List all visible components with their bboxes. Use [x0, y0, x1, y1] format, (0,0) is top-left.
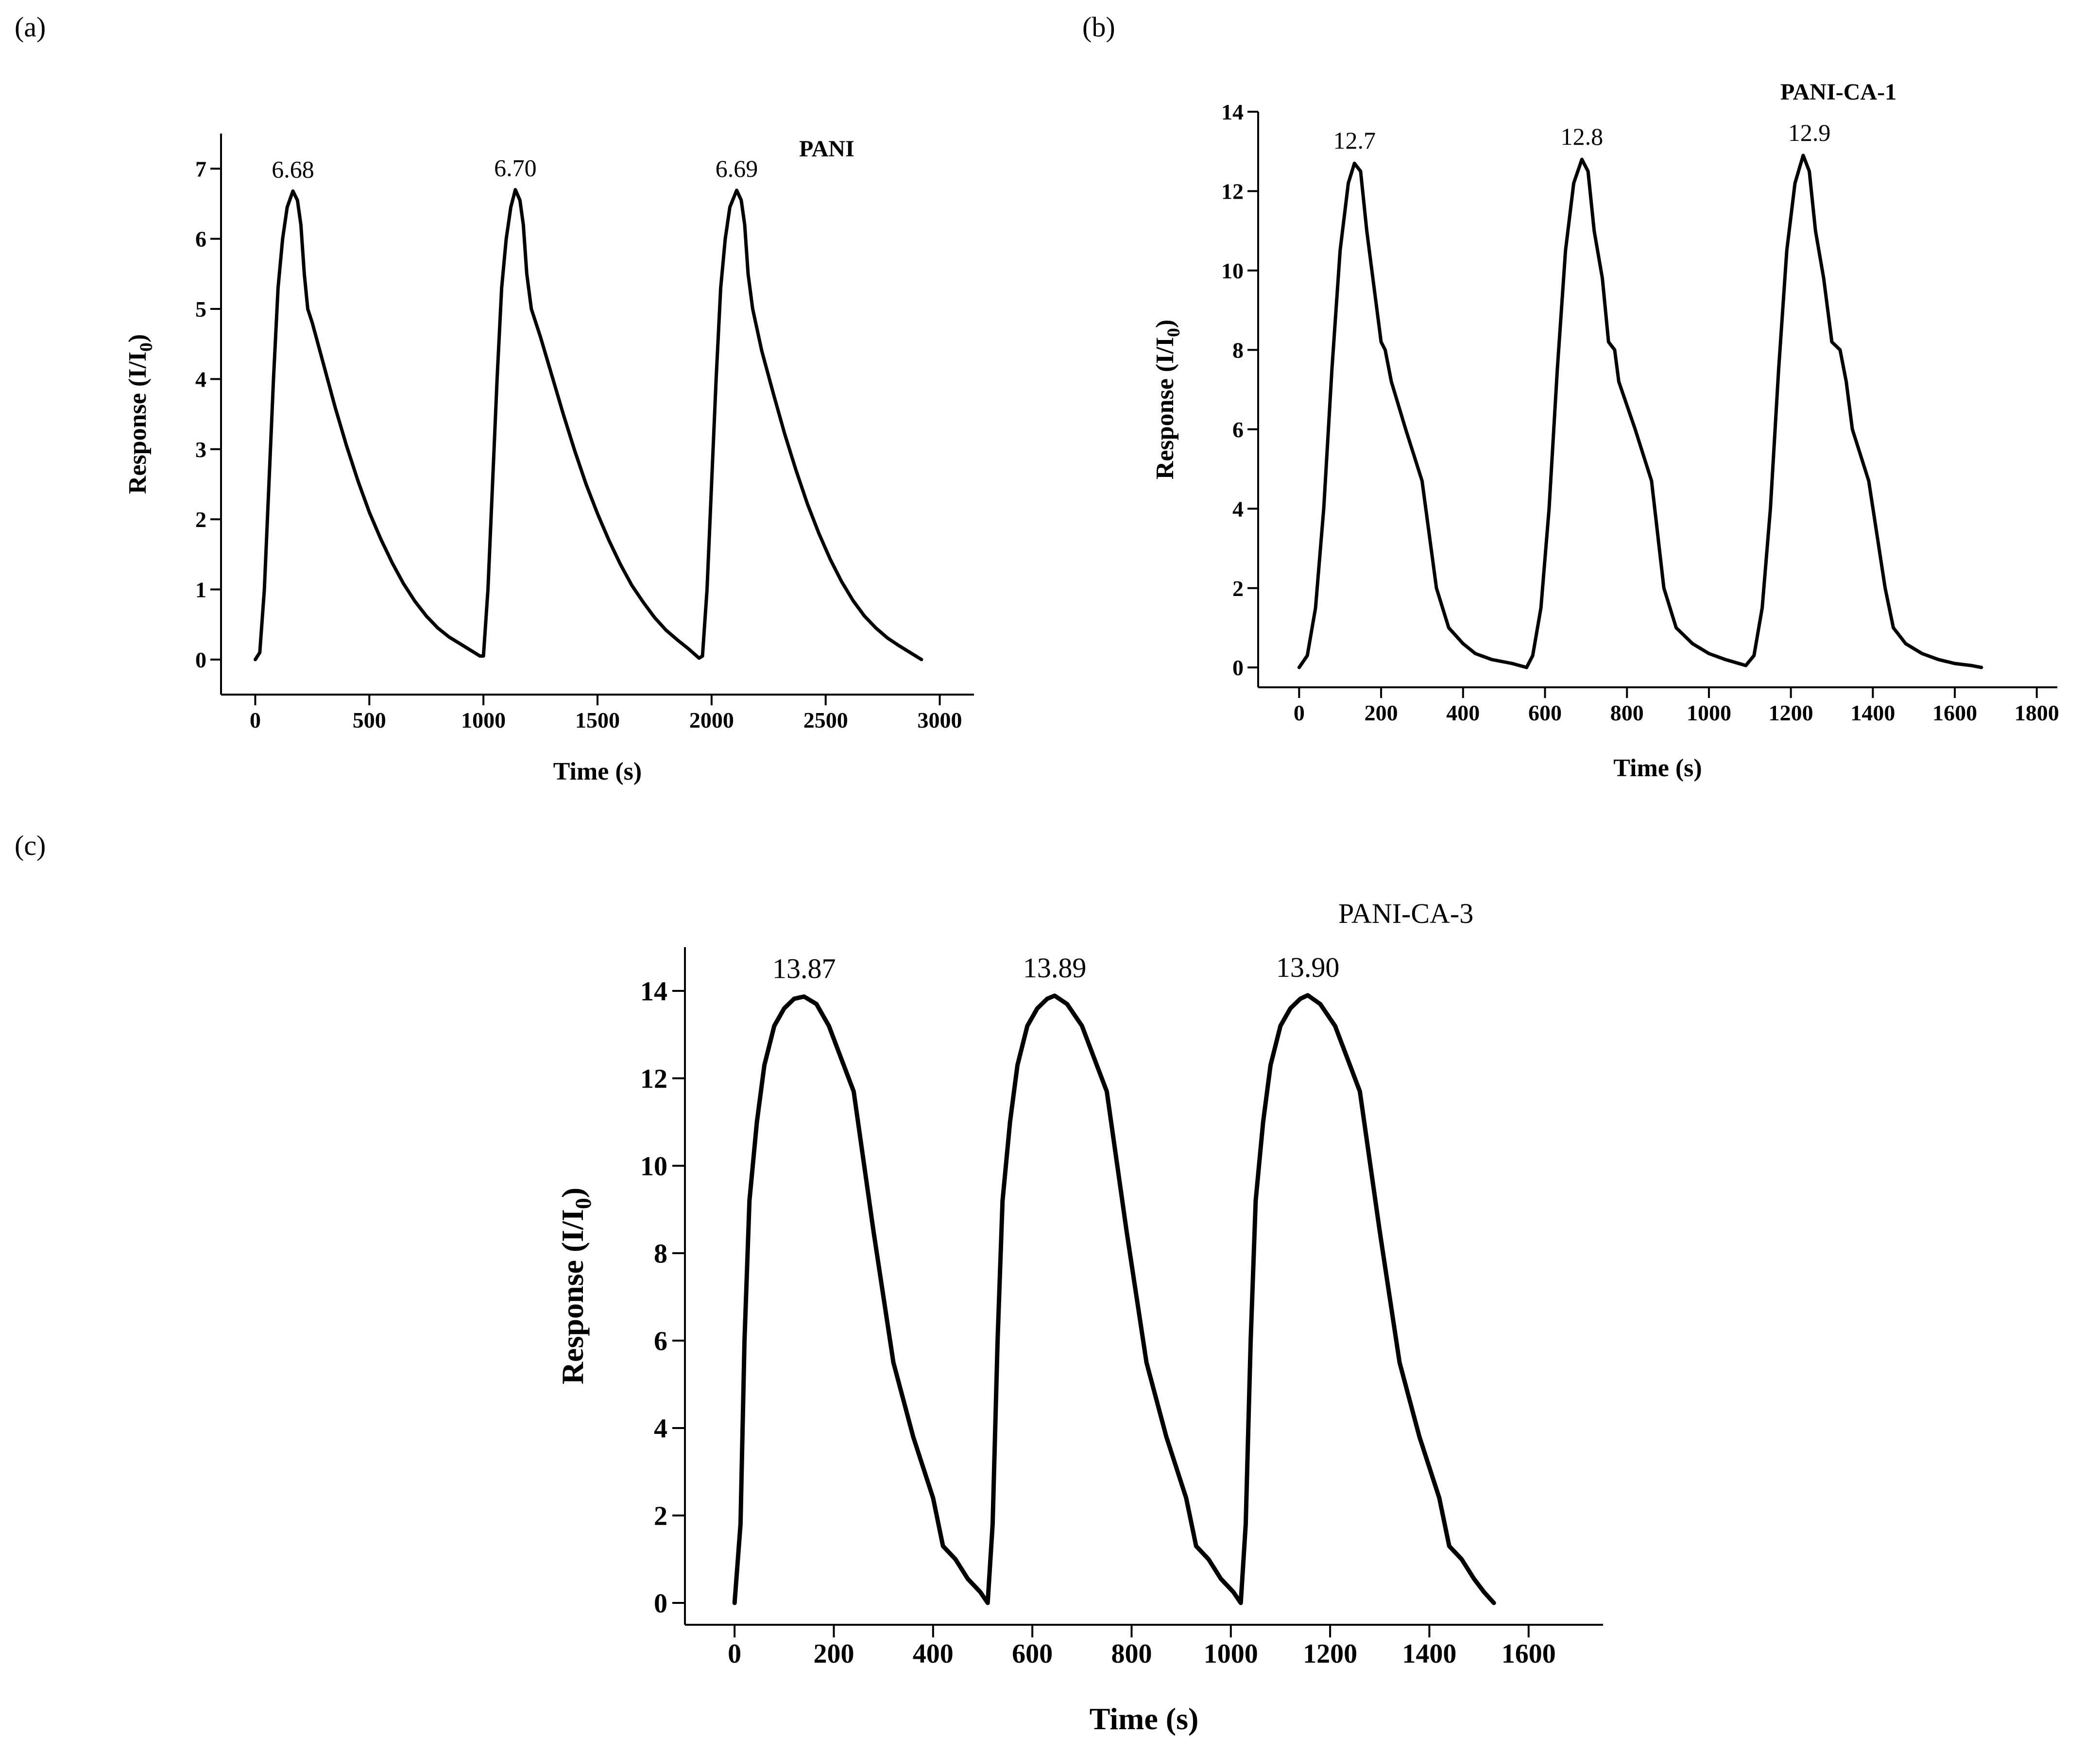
peak-value-label: 6.69	[716, 155, 758, 182]
x-axis-title: Time (s)	[553, 758, 642, 785]
x-tick-label: 2500	[803, 708, 848, 732]
x-tick-label: 1600	[1932, 700, 1977, 725]
y-tick-label: 8	[1232, 338, 1244, 362]
y-tick-label: 6	[654, 1327, 667, 1357]
series-line	[732, 993, 1496, 1605]
panel-label-b: (b)	[1082, 11, 1115, 43]
x-axis-title: Time (s)	[1090, 1702, 1199, 1736]
x-tick-label: 200	[813, 1639, 854, 1669]
x-tick-label: 400	[1446, 700, 1480, 725]
y-tick-label: 6	[195, 227, 206, 252]
x-tick-label: 600	[1012, 1639, 1053, 1669]
x-tick-label: 500	[353, 708, 386, 732]
x-tick-label: 800	[1610, 700, 1644, 725]
y-tick-label: 7	[195, 156, 206, 181]
y-tick-label: 12	[640, 1064, 667, 1094]
x-tick-label: 600	[1528, 700, 1562, 725]
y-tick-label: 4	[654, 1414, 667, 1444]
series-name-label: PANI	[799, 136, 854, 162]
x-tick-label: 1600	[1502, 1639, 1556, 1669]
y-tick-label: 0	[195, 647, 206, 672]
x-tick-label: 0	[250, 708, 261, 732]
y-tick-label: 6	[1232, 417, 1244, 442]
peak-value-label: 6.68	[272, 155, 314, 183]
y-axis-title: Response (I/I0)	[124, 334, 156, 494]
peak-value-label: 13.89	[1023, 952, 1087, 984]
x-tick-label: 1000	[461, 708, 506, 732]
chart-panel-a: (a) 0 500 1000 1500 2000 2500 3000 0 1 2 3 4 5 6 7 Time …	[15, 11, 974, 785]
series-line	[1297, 153, 1983, 669]
chart-panel-c: (c) 0 200 400 600 800 1000 1200 1400 1600 0 2 4 6 8 10 1…	[15, 830, 1603, 1736]
y-tick-label: 10	[640, 1152, 667, 1182]
x-tick-label: 1000	[1687, 700, 1731, 725]
x-tick-label: 400	[913, 1639, 954, 1669]
peak-value-label: 13.90	[1276, 952, 1340, 983]
x-tick-label: 1000	[1204, 1639, 1258, 1669]
x-tick-label: 1500	[575, 708, 620, 732]
y-tick-label: 10	[1221, 258, 1244, 283]
y-tick-label: 2	[1232, 576, 1244, 601]
y-axis-title: Response (I/I0)	[555, 1188, 596, 1384]
y-tick-label: 3	[195, 437, 206, 462]
x-tick-label: 1400	[1402, 1639, 1456, 1669]
panel-label-c: (c)	[15, 830, 46, 861]
chart-panel-b: (b) 0 200 400 600 800 1000 1200 1400 1600 1800 0 2 4 6…	[1082, 11, 2059, 782]
x-tick-label: 2000	[689, 708, 734, 732]
y-tick-label: 12	[1221, 179, 1244, 204]
y-tick-label: 14	[640, 977, 667, 1007]
panel-label-a: (a)	[15, 11, 46, 43]
y-tick-label: 0	[1232, 655, 1244, 680]
y-tick-label: 2	[654, 1501, 667, 1532]
x-tick-label: 800	[1111, 1639, 1152, 1669]
peak-value-label: 6.70	[494, 154, 537, 182]
y-tick-label: 4	[195, 367, 206, 391]
y-tick-label: 2	[195, 507, 206, 532]
x-tick-label: 1400	[1850, 700, 1895, 725]
peak-value-label: 12.7	[1333, 127, 1376, 154]
series-line	[254, 188, 923, 662]
y-tick-label: 1	[195, 578, 206, 602]
x-axis-title: Time (s)	[1613, 754, 1702, 782]
peak-value-label: 12.8	[1561, 123, 1604, 150]
x-tick-label: 0	[728, 1639, 741, 1669]
x-tick-label: 0	[1294, 700, 1305, 725]
x-tick-label: 1800	[2015, 700, 2059, 725]
y-tick-label: 14	[1221, 100, 1244, 124]
x-tick-label: 3000	[918, 708, 962, 732]
x-tick-label: 200	[1365, 700, 1398, 725]
y-axis-title: Response (I/I0)	[1151, 320, 1184, 479]
y-tick-label: 0	[654, 1589, 667, 1619]
peak-value-label: 13.87	[772, 953, 836, 985]
x-tick-label: 1200	[1769, 700, 1813, 725]
x-tick-label: 1200	[1303, 1639, 1357, 1669]
series-name-label: PANI-CA-3	[1338, 898, 1473, 929]
y-tick-label: 5	[195, 297, 206, 322]
y-tick-label: 4	[1232, 496, 1244, 521]
series-name-label: PANI-CA-1	[1780, 79, 1896, 105]
peak-value-label: 12.9	[1788, 119, 1831, 146]
y-tick-label: 8	[654, 1239, 667, 1269]
